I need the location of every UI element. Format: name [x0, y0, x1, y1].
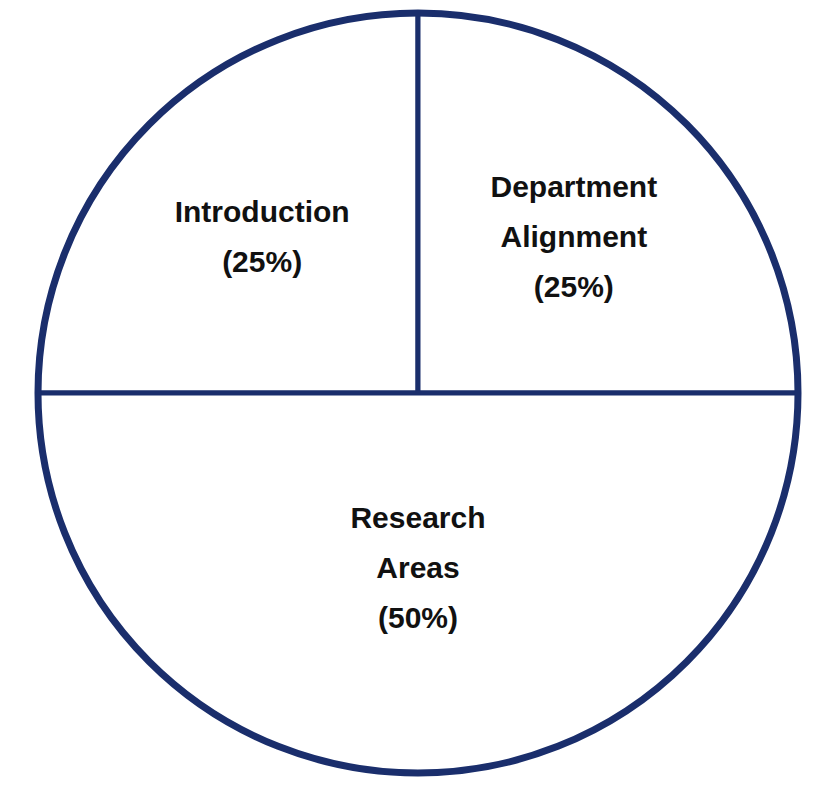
- slice-label: Research Areas: [350, 501, 485, 584]
- slice-label-line: Introduction: [175, 195, 350, 228]
- slice-label: Introduction: [175, 195, 350, 228]
- chart-canvas: Introduction (25%) Department Alignment (25%…: [0, 0, 840, 788]
- pie-slice: [418, 13, 798, 393]
- data-label: (25%): [534, 270, 614, 303]
- data-label: (25%): [222, 245, 302, 278]
- slice-label-line: Alignment: [501, 220, 648, 253]
- slice-label-line: Department: [490, 170, 657, 203]
- pie-slice: [38, 13, 418, 393]
- pie-outline: [38, 13, 798, 773]
- labels: Introduction (25%) Department Alignment (25%…: [175, 170, 658, 634]
- pie-slice: [38, 393, 798, 773]
- slices: [38, 13, 798, 773]
- slice-label: Department Alignment: [490, 170, 657, 253]
- data-label: (50%): [378, 601, 458, 634]
- slice-label-line: Areas: [376, 551, 459, 584]
- slice-label-line: Research: [350, 501, 485, 534]
